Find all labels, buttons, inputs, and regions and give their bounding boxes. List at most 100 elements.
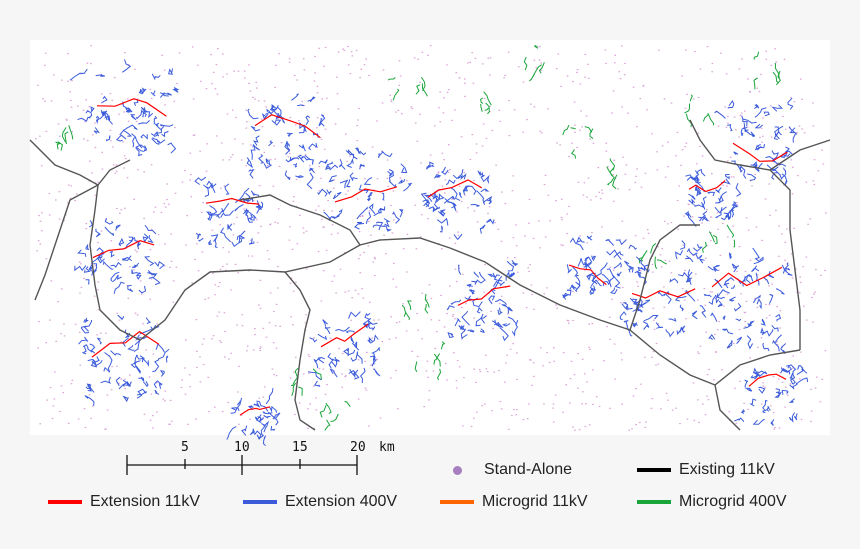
- extension-400v-segment: [760, 318, 766, 326]
- stand-alone-dot: [316, 117, 319, 119]
- stand-alone-dot: [247, 255, 250, 257]
- stand-alone-dot: [740, 114, 742, 116]
- stand-alone-dot: [531, 293, 533, 296]
- stand-alone-dot: [252, 349, 255, 351]
- microgrid-400v-segment: [570, 127, 576, 130]
- stand-alone-dot: [612, 90, 615, 92]
- stand-alone-dot: [357, 398, 360, 400]
- stand-alone-dot: [289, 177, 291, 179]
- extension-400v-segment: [596, 262, 608, 277]
- stand-alone-dot: [734, 387, 736, 389]
- stand-alone-dot: [547, 108, 549, 110]
- stand-alone-dot: [390, 99, 393, 101]
- extension-400v-segment: [159, 91, 169, 98]
- extension-400v-segment: [124, 329, 131, 339]
- stand-alone-dot: [470, 425, 473, 428]
- stand-alone-dot: [314, 72, 316, 74]
- extension-400v-segment: [752, 294, 761, 304]
- extension-400v-segment: [684, 211, 689, 217]
- stand-alone-dot: [744, 110, 746, 112]
- stand-alone-dot: [344, 291, 347, 293]
- extension-400v-segment: [252, 430, 262, 436]
- extension-400v-segment: [449, 187, 461, 201]
- stand-alone-dot: [105, 428, 107, 430]
- stand-alone-dot: [255, 81, 257, 83]
- stand-alone-dot: [83, 277, 85, 279]
- existing-11kv-line: [97, 159, 131, 186]
- stand-alone-dot: [580, 110, 582, 112]
- extension-400v-segment: [246, 157, 253, 169]
- extension-400v-segment: [383, 225, 392, 232]
- stand-alone-dot: [331, 280, 334, 282]
- microgrid-400v-segment: [437, 368, 442, 381]
- stand-alone-dot: [318, 165, 321, 168]
- extension-400v-segment: [665, 329, 675, 338]
- stand-alone-dot: [620, 302, 622, 304]
- extension-400v-segment: [95, 115, 99, 125]
- extension-400v-segment: [454, 318, 461, 327]
- stand-alone-dot: [756, 87, 758, 89]
- stand-alone-dot: [621, 359, 623, 361]
- stand-alone-dot: [325, 249, 328, 251]
- extension-400v-segment: [122, 124, 138, 131]
- extension-400v-segment: [727, 100, 735, 109]
- extension-400v-segment: [688, 198, 695, 206]
- stand-alone-dot: [799, 276, 801, 278]
- stand-alone-dot: [156, 411, 158, 413]
- stand-alone-dot: [365, 389, 368, 391]
- microgrid-400v-segment: [753, 51, 760, 60]
- stand-alone-dot: [621, 403, 623, 405]
- stand-alone-dot: [351, 297, 353, 299]
- stand-alone-dot: [163, 69, 166, 71]
- stand-alone-dot: [652, 319, 655, 321]
- extension-400v-segment: [119, 129, 133, 137]
- extension-400v-segment: [586, 235, 593, 241]
- stand-alone-dot: [199, 150, 201, 152]
- stand-alone-dot: [93, 295, 96, 297]
- stand-alone-dot: [230, 289, 232, 291]
- stand-alone-dot: [201, 343, 204, 345]
- extension-400v-segment: [323, 211, 332, 221]
- stand-alone-dot: [360, 68, 363, 70]
- stand-alone-dot: [565, 384, 567, 386]
- extension-400v-segment: [286, 132, 294, 137]
- stand-alone-dot: [718, 320, 720, 323]
- stand-alone-dot: [598, 191, 600, 193]
- stand-alone-dot: [256, 241, 259, 244]
- stand-alone-dot: [37, 84, 39, 86]
- extension-400v-segment: [789, 372, 796, 385]
- stand-alone-dot: [361, 215, 364, 217]
- stand-alone-dot: [467, 207, 469, 209]
- extension-400v-segment: [383, 218, 391, 228]
- stand-alone-dot: [350, 319, 352, 321]
- stand-alone-dot: [295, 205, 298, 207]
- extension-400v-segment: [83, 266, 91, 273]
- extension-400v-segment: [762, 399, 768, 411]
- stand-alone-dot: [744, 320, 746, 323]
- stand-alone-dot: [358, 258, 360, 260]
- extension-400v-segment: [159, 370, 165, 377]
- stand-alone-dot: [426, 360, 429, 362]
- stand-alone-dot: [577, 181, 580, 183]
- stand-alone-dot: [454, 318, 456, 320]
- extension-400v-segment: [135, 334, 148, 341]
- extension-400v-segment: [724, 205, 737, 219]
- stand-alone-dot: [323, 65, 325, 67]
- stand-alone-dot: [100, 230, 103, 232]
- stand-alone-dot: [307, 408, 309, 410]
- stand-alone-dot: [371, 337, 374, 339]
- stand-alone-dot: [484, 264, 486, 266]
- stand-alone-dot: [462, 425, 464, 427]
- extension-400v-segment: [74, 265, 87, 272]
- stand-alone-dot: [547, 194, 550, 196]
- stand-alone-dot: [67, 80, 69, 82]
- stand-alone-dot: [572, 80, 574, 83]
- extension-400v-segment: [740, 127, 748, 137]
- stand-alone-dot: [799, 281, 802, 283]
- legend-existing-11kv: Existing 11kV: [637, 461, 775, 479]
- stand-alone-dot: [702, 311, 704, 313]
- extension-400v-segment: [195, 232, 202, 240]
- stand-alone-dot: [824, 350, 827, 352]
- stand-alone-dot: [464, 82, 466, 84]
- stand-alone-dot: [241, 314, 244, 316]
